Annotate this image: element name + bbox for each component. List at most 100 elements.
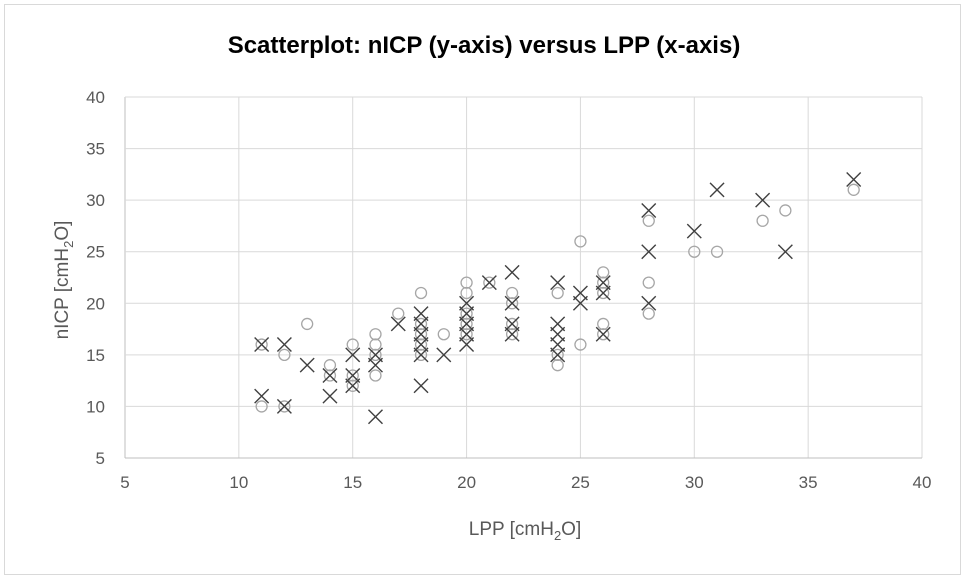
- circle-point: [301, 317, 314, 331]
- cross-point: [276, 398, 292, 414]
- y-tick-label: 35: [86, 140, 105, 159]
- cross-point: [641, 202, 657, 218]
- circle-point: [255, 400, 268, 413]
- cross-point: [846, 172, 862, 188]
- y-tick-label: 25: [86, 243, 105, 262]
- circle-point: [574, 338, 587, 351]
- circle-point: [597, 266, 610, 279]
- circle-point: [847, 183, 860, 196]
- circle-point: [369, 348, 382, 362]
- x-tick-label: 10: [229, 473, 248, 492]
- cross-point: [254, 337, 270, 353]
- cross-point: [595, 326, 611, 342]
- y-tick-label: 10: [86, 397, 105, 416]
- circle-point: [460, 286, 473, 300]
- circle-point: [414, 338, 428, 351]
- y-axis-label: nICP [cmH2O]: [52, 221, 76, 340]
- circle-point: [597, 286, 610, 300]
- circle-point: [642, 214, 655, 227]
- cross-point: [254, 388, 270, 404]
- x-tick-label: 15: [343, 473, 362, 492]
- circle-point: [642, 307, 655, 320]
- cross-point: [641, 244, 657, 260]
- x-tick-label: 35: [799, 473, 818, 492]
- circle-point: [346, 379, 359, 392]
- cross-point: [367, 409, 383, 425]
- cross-point: [777, 244, 793, 260]
- chart-title: Scatterplot: nICP (y-axis) versus LPP (x…: [228, 32, 741, 59]
- cross-point: [322, 388, 338, 404]
- circle-point: [369, 369, 382, 382]
- x-tick-label: 20: [457, 473, 476, 492]
- cross-point: [504, 295, 520, 311]
- circle-point: [597, 317, 610, 331]
- circle-point: [323, 359, 337, 372]
- y-tick-label: 40: [86, 88, 105, 107]
- y-tick-label: 15: [86, 346, 105, 365]
- x-tick-label: 40: [913, 473, 932, 492]
- cross-point: [322, 367, 338, 383]
- cross-point: [413, 306, 429, 322]
- grid-lines: [124, 96, 923, 459]
- x-axis-label: LPP [cmH2O]: [469, 519, 581, 543]
- circle-point: [551, 359, 564, 372]
- cross-point: [504, 316, 520, 332]
- cross-point: [504, 264, 520, 280]
- circle-point: [505, 328, 519, 341]
- circle-point: [460, 317, 473, 331]
- circle-point: [551, 348, 564, 362]
- circle-point: [597, 276, 610, 289]
- cross-point: [550, 275, 566, 291]
- circle-point: [437, 328, 450, 341]
- cross-point: [413, 378, 429, 394]
- circle-point: [346, 369, 359, 382]
- circle-point: [414, 348, 428, 362]
- data-points: [254, 172, 862, 425]
- cross-point: [390, 316, 406, 332]
- y-tick-labels: 5 10 15 20 25 30 35 40: [86, 88, 105, 468]
- cross-point: [481, 275, 497, 291]
- circle-point: [574, 235, 587, 248]
- circle-point: [323, 369, 337, 382]
- circle-point: [505, 317, 519, 331]
- cross-point: [436, 347, 452, 363]
- x-tick-label: 5: [120, 473, 129, 492]
- circle-point: [414, 286, 428, 300]
- circle-point: [346, 338, 359, 351]
- y-tick-label: 30: [86, 191, 105, 210]
- circle-point: [414, 328, 428, 341]
- cross-point: [595, 275, 611, 291]
- circle-point: [369, 338, 382, 351]
- circle-point: [414, 317, 428, 331]
- circle-point: [642, 276, 655, 289]
- circle-point: [710, 245, 724, 258]
- y-tick-label: 20: [86, 294, 105, 313]
- circle-point: [597, 328, 610, 341]
- circle-point: [551, 286, 564, 300]
- circle-point: [756, 214, 769, 227]
- circle-point: [278, 400, 291, 413]
- circle-point: [483, 276, 496, 289]
- cross-point: [367, 347, 383, 363]
- cross-point: [686, 223, 702, 239]
- circle-point: [392, 307, 405, 320]
- circle-point: [369, 328, 382, 341]
- circle-point: [460, 307, 473, 320]
- cross-point: [459, 295, 475, 311]
- circle-point: [779, 204, 792, 217]
- x-tick-label: 30: [685, 473, 704, 492]
- circle-point: [505, 297, 519, 310]
- cross-point: [550, 316, 566, 332]
- circle-point: [688, 245, 701, 258]
- cross-point: [572, 285, 588, 301]
- cross-point: [755, 192, 771, 208]
- cross-point: [299, 357, 315, 373]
- circle-point: [460, 276, 473, 289]
- x-tick-label: 25: [571, 473, 590, 492]
- cross-point: [709, 182, 725, 198]
- cross-point: [276, 337, 292, 353]
- x-tick-labels: 5 10 15 20 25 30 35 40: [120, 473, 931, 492]
- cross-point: [345, 347, 361, 363]
- circle-point: [255, 338, 268, 351]
